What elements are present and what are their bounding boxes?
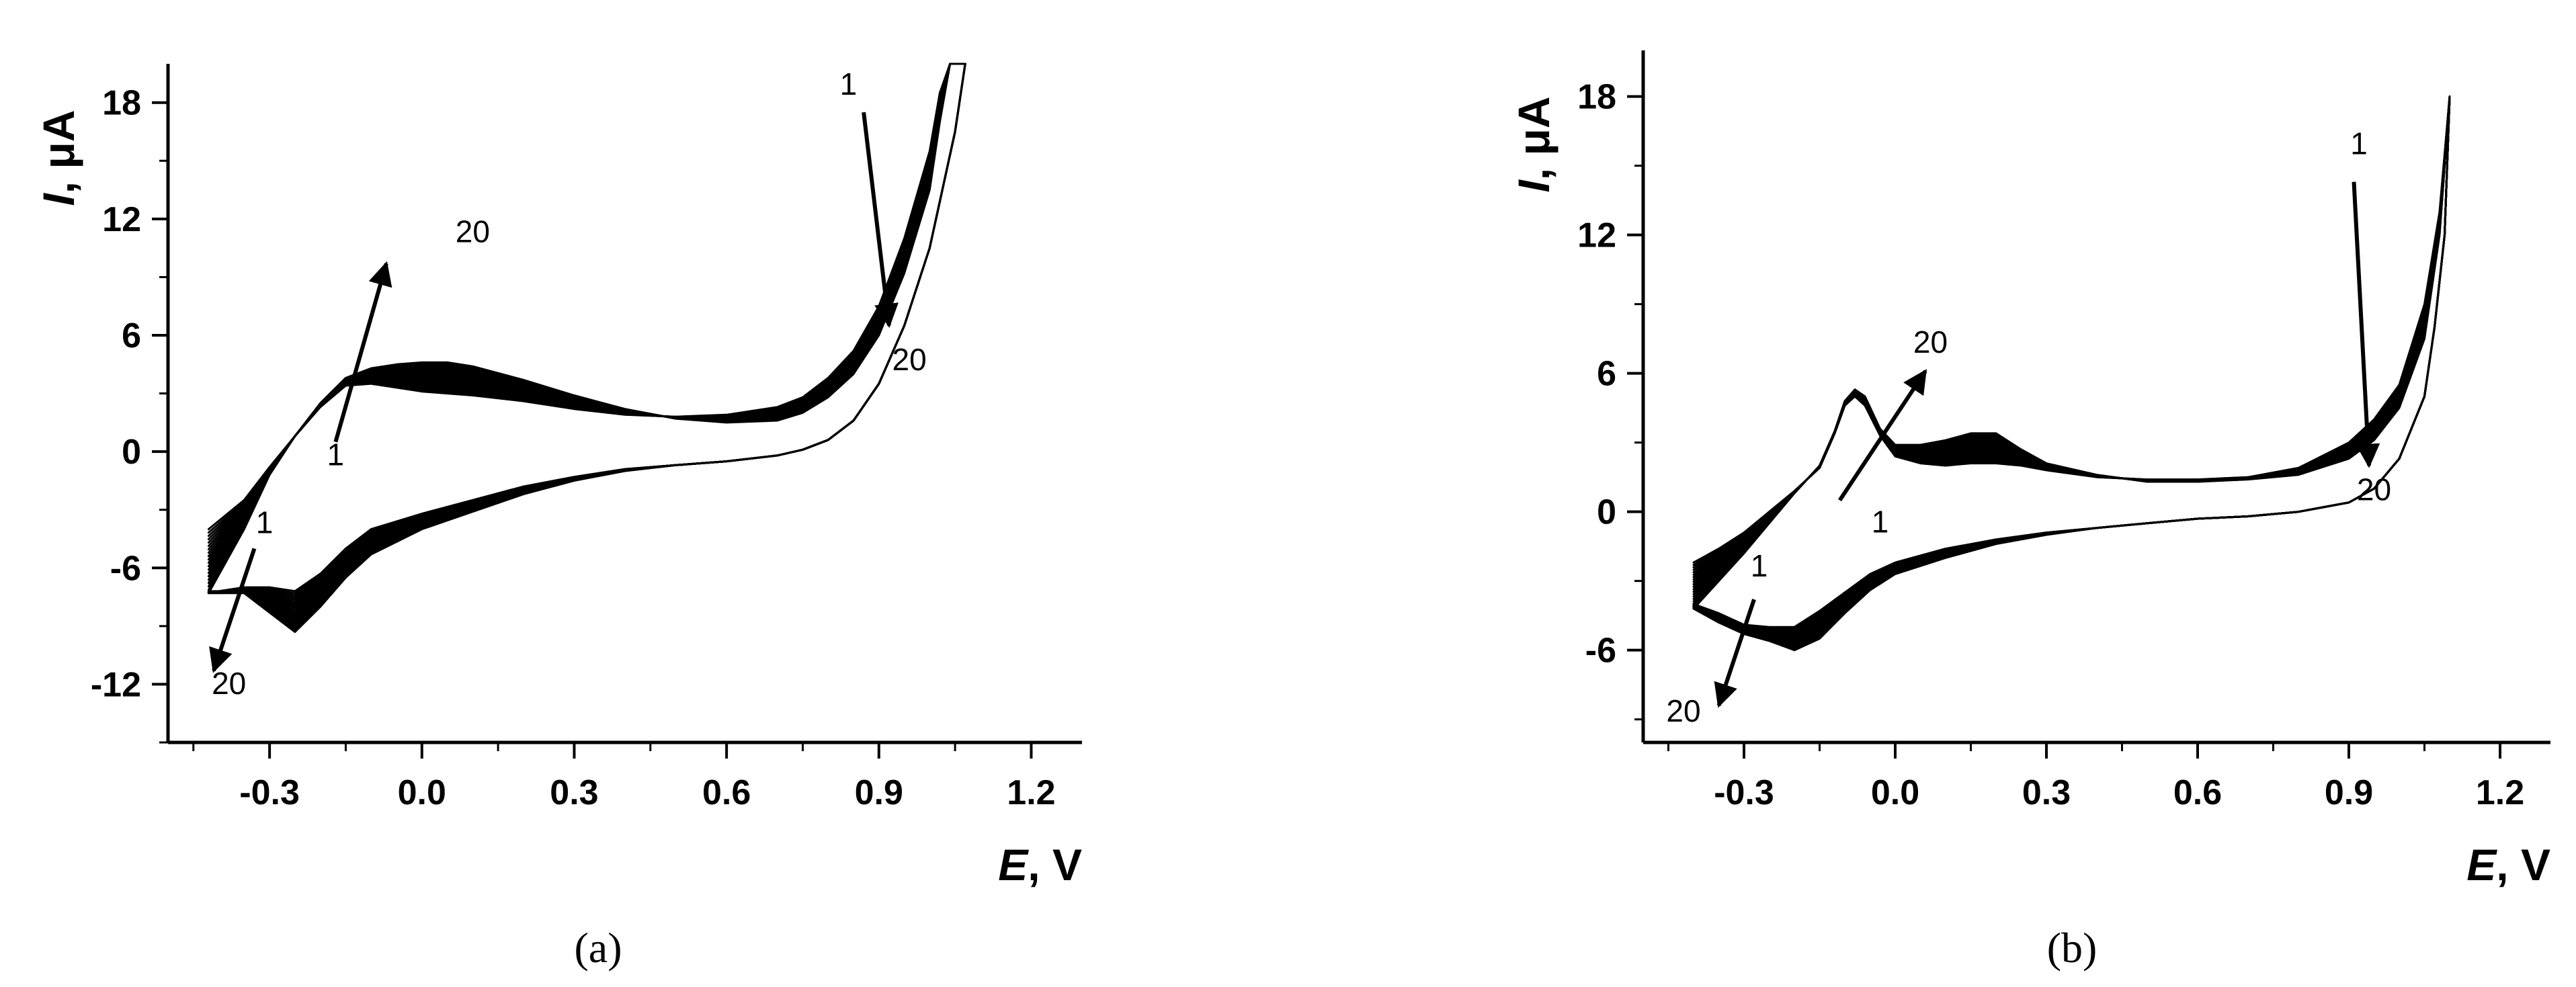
cycle-annotation-b: 20 [2357,472,2391,507]
cycle-line-b [1692,95,2451,636]
cycle-line-b [1692,95,2451,644]
y-tick-label-b: 18 [1577,78,1616,117]
x-tick-label-a: 0.9 [855,773,903,812]
cycle-annotation-a: 1 [840,67,858,101]
cycle-line-b [1692,95,2451,642]
cycle-line-a [207,62,966,595]
voltammogram-bundle-a [207,62,966,633]
cycle-annotation-a: 1 [256,505,274,540]
cycle-line-b [1692,95,2451,646]
cycle-line-a [207,62,966,618]
y-tick-label-b: -6 [1585,632,1616,671]
cycle-line-a [207,62,966,599]
cycle-annotation-b: 1 [2350,126,2368,161]
cycle-line-b [1692,95,2451,650]
cycle-line-b [1692,95,2451,630]
cycle-line-b [1692,95,2451,632]
cycle-annotation-a: 1 [327,437,345,472]
cycle-1-line-a [207,62,966,593]
cycle-line-a [207,62,966,625]
cycle-line-b [1692,95,2451,638]
x-tick-label-a: 0.0 [398,773,446,812]
cycle-line-b [1692,95,2451,640]
cycle-annotation-a: 20 [212,666,246,701]
y-tick-label-b: 6 [1597,355,1616,394]
cycle-line-b [1692,95,2451,648]
cycle-annotation-a: 20 [456,214,490,249]
x-tick-label-a: -0.3 [239,773,300,812]
chart-panel-b: -0.3 0.0 0.3 0.6 0.9 1.2 -6 0 6 12 18 E, V I, μA 1 20 1… [1509,50,2550,890]
x-axis-label-a: E, V [998,840,1082,890]
y-tick-label-a: -12 [91,665,141,704]
cycle-line-a [207,62,966,603]
y-tick-label-a: 0 [122,433,141,472]
cycle-line-a [207,62,966,607]
cycle-arrow-a [862,112,899,329]
cycle-annotation-b: 20 [1913,325,1948,359]
cycle-annotation-b: 1 [1751,548,1768,583]
x-tick-label-a: 0.3 [550,773,598,812]
cycle-line-b [1692,95,2451,634]
cycle-arrow-b [1837,369,1927,502]
cycle-arrow-b [1714,599,1756,708]
chart-panel-a: -0.3 0.0 0.3 0.6 0.9 1.2 -12 -6 0 6 12 18 E, V I, μA 1… [34,62,1082,890]
cycle-annotation-b: 20 [1666,693,1700,728]
y-tick-label-a: 18 [102,84,141,123]
x-tick-label-a: 0.6 [702,773,751,812]
y-tick-label-a: 12 [102,200,141,239]
cycle-line-a [207,62,966,609]
cycle-line-a [207,62,966,612]
y-tick-label-a: 6 [122,316,141,355]
cycle-arrow-a [209,548,257,673]
cycle-line-a [207,62,966,616]
cycle-annotation-a: 20 [892,342,927,377]
x-tick-label-b: 0.6 [2173,773,2222,812]
x-tick-label-b: 0.0 [1871,773,1919,812]
voltammogram-bundle-b [1692,95,2451,652]
cycle-line-a [207,62,966,631]
cycle-line-a [207,62,966,601]
cycle-line-a [207,62,966,620]
cycle-1-line-b [1692,95,2451,628]
cycle-arrow-a [333,261,392,443]
x-tick-label-b: 0.3 [2022,773,2071,812]
cycle-line-a [207,62,966,605]
x-axis-label-b: E, V [2466,840,2550,890]
cycle-line-b [1692,95,2451,640]
x-tick-label-a: 1.2 [1007,773,1055,812]
y-axis-label-b: I, μA [1509,96,1559,192]
cycle-arrow-b [2352,181,2380,468]
cycle-line-b [1692,95,2451,643]
cycle-line-a [207,62,966,629]
cycle-line-a [207,62,966,597]
cycle-20-line-b [1692,95,2451,652]
y-tick-label-b: 12 [1577,216,1616,255]
cycle-line-b [1692,95,2451,646]
x-tick-label-b: -0.3 [1714,773,1774,812]
cycle-line-b [1692,95,2451,634]
panel-label-a: (a) [574,924,622,972]
cycle-line-a [207,62,966,627]
cycle-line-b [1692,95,2451,631]
y-axis-label-a: I, μA [34,110,83,206]
x-tick-label-b: 0.9 [2325,773,2373,812]
panel-label-b: (b) [2047,924,2097,972]
y-tick-label-b: 0 [1597,493,1616,532]
cycle-line-b [1692,95,2451,637]
cycle-annotation-b: 1 [1872,505,1889,540]
cycle-line-b [1692,95,2451,649]
y-tick-label-a: -6 [110,549,141,588]
cycle-line-a [207,62,966,614]
cycle-20-line-a [207,62,966,633]
x-tick-label-b: 1.2 [2476,773,2524,812]
cycle-line-a [207,62,966,623]
